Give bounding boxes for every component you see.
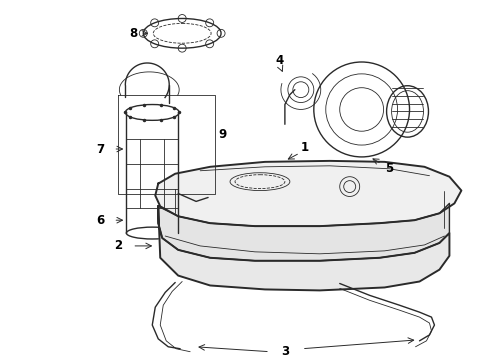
Text: 5: 5 [386,162,393,175]
Text: 4: 4 [276,54,284,67]
Text: 3: 3 [281,345,289,358]
Polygon shape [155,161,462,226]
Text: 7: 7 [97,143,104,156]
Text: 9: 9 [218,128,226,141]
Text: 6: 6 [97,214,104,227]
Text: 8: 8 [129,27,137,40]
Text: 1: 1 [301,140,309,153]
Polygon shape [158,203,449,261]
Text: 2: 2 [114,239,122,252]
Polygon shape [158,206,449,291]
